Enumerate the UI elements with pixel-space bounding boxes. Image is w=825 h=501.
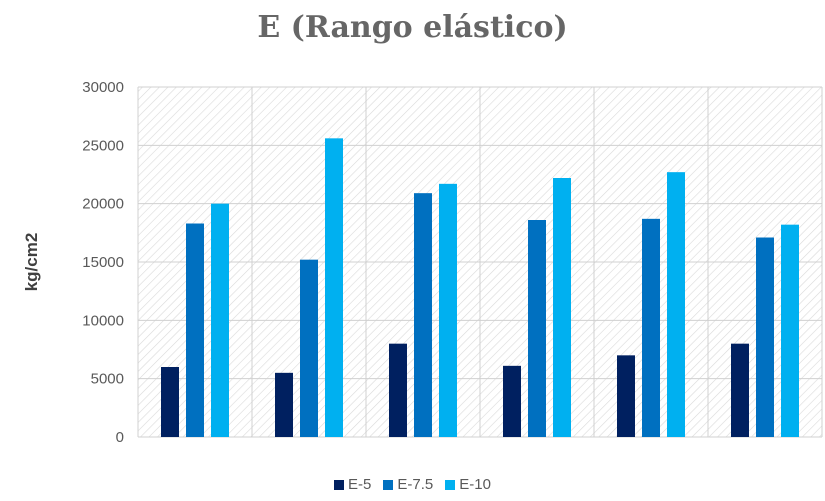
y-tick-label: 25000 [82,137,124,154]
bar-e-7-5-6 [756,237,774,437]
y-axis-label: kg/cm2 [22,233,41,292]
bar-e-7-5-1 [186,223,204,437]
bar-e-5-5 [617,355,635,437]
legend-swatch [445,479,456,490]
y-tick-label: 15000 [82,254,124,271]
legend-item: E-5 [334,476,371,493]
bar-e-10-2 [325,138,343,438]
bar-e-10-3 [439,183,457,437]
y-tick-label: 10000 [82,312,124,329]
bar-e-7-5-5 [642,218,660,437]
bar-e-5-3 [389,343,407,437]
y-tick-label: 0 [116,429,124,446]
y-tick-label: 30000 [82,79,124,96]
bar-e-7-5-4 [528,220,546,437]
bar-e-7-5-2 [300,259,318,437]
legend-item: E-7.5 [383,476,433,493]
bar-e-10-5 [667,172,685,437]
legend-label: E-10 [459,476,491,493]
bar-e-5-6 [731,343,749,437]
legend-item: E-10 [445,476,491,493]
y-tick-label: 5000 [91,371,124,388]
legend-swatch [383,479,394,490]
y-tick-label: 20000 [82,196,124,213]
bar-e-5-1 [161,367,179,437]
bar-e-5-2 [275,372,293,437]
legend-label: E-5 [348,476,372,493]
bar-e-5-4 [503,365,521,437]
bar-e-10-4 [553,178,571,437]
legend-label: E-7.5 [397,476,434,493]
bar-e-10-1 [211,203,229,437]
legend-swatch [334,479,345,490]
chart-title: E (Rango elástico) [257,10,568,45]
bar-e-10-6 [781,224,799,437]
legend: E-5 E-7.5 E-10 [0,476,825,494]
bar-e-7-5-3 [414,193,432,437]
